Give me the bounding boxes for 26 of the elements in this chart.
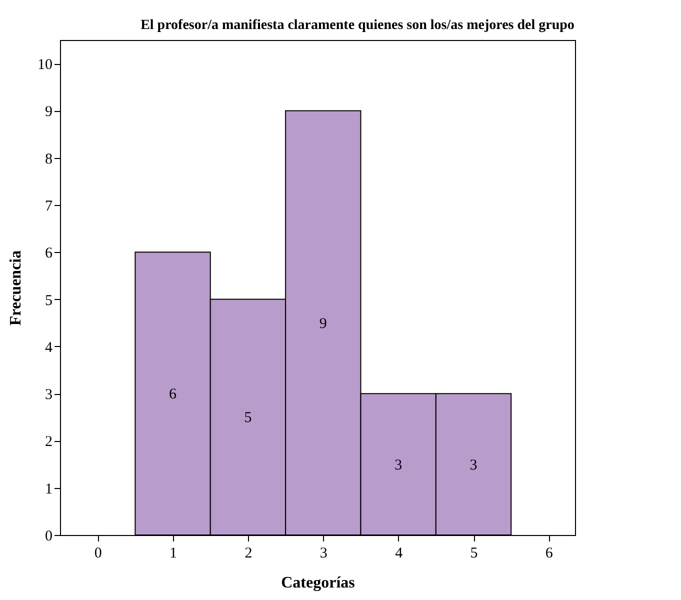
chart-title: El profesor/a manifiesta claramente quienes son los/as mejores del grupo [140,18,574,33]
y-axis-title: Frecuencia [8,250,24,326]
x-tick-label: 6 [545,546,554,562]
x-tick-label: 0 [94,546,102,562]
x-tick-label: 1 [170,546,178,562]
y-tick-label: 0 [45,528,52,544]
y-tick-label: 3 [45,387,52,404]
data-label: 5 [244,410,252,426]
y-tick-label: 6 [45,246,53,262]
data-label: 9 [319,316,327,332]
x-tick-label: 4 [395,546,404,562]
y-tick-label: 8 [45,151,52,168]
x-tick-label: 2 [244,546,252,562]
data-label: 3 [470,457,478,474]
x-tick-label: 3 [320,546,328,562]
data-label: 6 [169,386,178,403]
y-tick-label: 2 [45,434,52,450]
y-tick-label: 7 [45,198,53,214]
y-tick-label: 4 [45,340,53,356]
y-tick-label: 9 [45,104,52,120]
y-tick-label: 5 [45,292,52,309]
y-tick-label: 1 [45,481,52,498]
data-label: 3 [394,457,402,474]
y-tick-label: 10 [38,57,52,74]
x-axis-title: Categorías [281,574,355,592]
x-tick-label: 5 [470,546,478,562]
